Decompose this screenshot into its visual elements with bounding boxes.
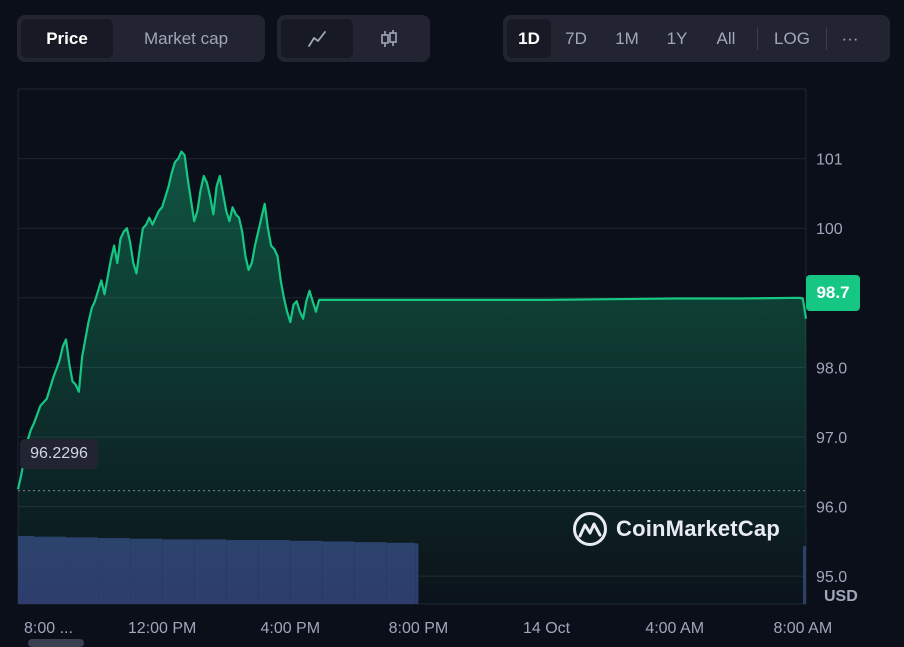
log-scale-button[interactable]: LOG — [774, 28, 810, 48]
range-divider — [757, 27, 758, 50]
x-axis-ticks: 8:00 ... 12:00 PM 4:00 PM 8:00 PM 14 Oct 4:00… — [24, 620, 832, 637]
candlestick-button[interactable] — [353, 19, 425, 58]
tab-price[interactable]: Price — [21, 19, 113, 58]
x-tick-label: 4:00 AM — [645, 620, 704, 637]
coinmarketcap-logo-icon — [573, 512, 607, 546]
metric-tab-group: Price Market cap — [17, 15, 265, 62]
range-1d-button[interactable]: 1D — [507, 19, 551, 58]
more-divider — [826, 27, 827, 50]
x-tick-label: 8:00 AM — [773, 620, 832, 637]
chart-type-group — [277, 15, 430, 62]
price-line — [16, 150, 808, 490]
y-tick-label: 98.0 — [816, 360, 847, 377]
x-tick-label: 12:00 PM — [128, 620, 196, 637]
range-group: 1D 7D 1M 1Y All LOG ··· — [503, 15, 890, 62]
y-tick-label: 101 — [816, 152, 843, 169]
candlestick-icon — [381, 29, 397, 47]
coinmarketcap-watermark: CoinMarketCap — [572, 511, 780, 547]
x-tick-label: 4:00 PM — [260, 620, 320, 637]
current-price-badge: 98.7 — [806, 275, 860, 311]
open-price-badge: 96.2296 — [20, 439, 98, 469]
line-chart-icon — [308, 30, 326, 47]
line-chart-button[interactable] — [281, 19, 353, 58]
range-7d-button[interactable]: 7D — [565, 28, 587, 48]
tab-market-cap[interactable]: Market cap — [143, 28, 229, 48]
timeline-scroll-handle[interactable] — [28, 639, 84, 647]
more-options-button[interactable]: ··· — [841, 28, 859, 48]
x-tick-label: 8:00 ... — [24, 620, 73, 637]
y-tick-label: 97.0 — [816, 430, 847, 447]
y-tick-label: 95.0 — [816, 569, 847, 586]
currency-label: USD — [824, 588, 858, 605]
watermark-text: CoinMarketCap — [616, 516, 780, 541]
range-1y-button[interactable]: 1Y — [666, 28, 688, 48]
y-tick-label: 100 — [816, 221, 843, 238]
range-all-button[interactable]: All — [716, 28, 736, 48]
x-tick-label: 8:00 PM — [389, 620, 449, 637]
range-1m-button[interactable]: 1M — [615, 28, 639, 48]
x-tick-label: 14 Oct — [523, 620, 571, 637]
y-tick-label: 96.0 — [816, 500, 847, 517]
